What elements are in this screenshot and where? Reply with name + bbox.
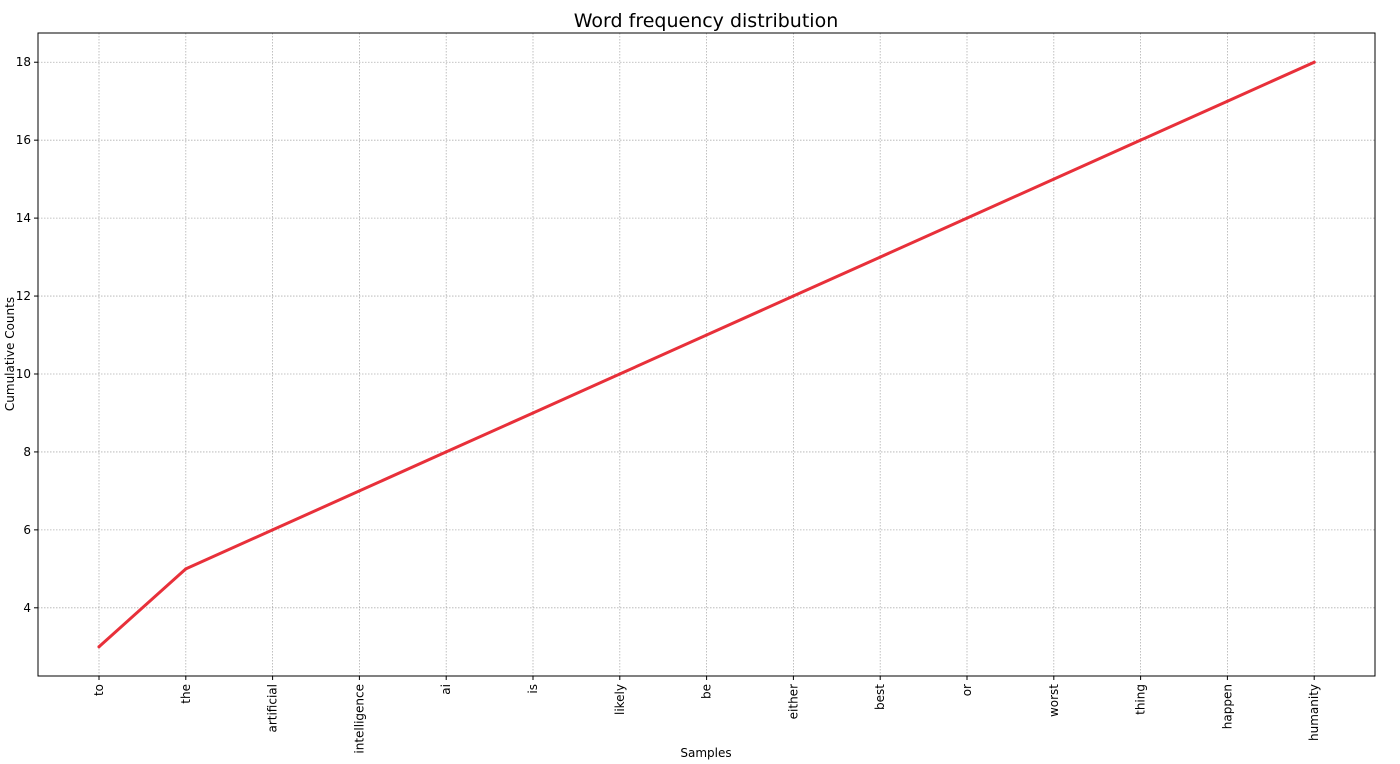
y-tick-label: 8	[23, 445, 31, 459]
x-tick-label: thing	[1134, 684, 1148, 715]
x-axis: to the artificial intelligence ai is likely be e…	[92, 676, 1321, 754]
x-tick-label: the	[179, 684, 193, 704]
data-point	[965, 216, 969, 220]
x-tick-label: artificial	[266, 684, 280, 733]
data-series	[97, 60, 1316, 649]
x-tick-label: to	[92, 684, 106, 696]
x-tick-label: be	[700, 684, 714, 699]
y-tick-label: 12	[16, 289, 31, 303]
x-tick-label: likely	[613, 684, 627, 715]
x-tick-label: humanity	[1307, 684, 1321, 741]
data-point	[1225, 99, 1229, 103]
x-tick-label: is	[526, 684, 540, 694]
data-point	[618, 372, 622, 376]
x-tick-label: best	[873, 684, 887, 710]
data-point	[1312, 60, 1316, 64]
y-tick-label: 14	[16, 211, 31, 225]
x-tick-label: worst	[1047, 684, 1061, 717]
data-point	[184, 567, 188, 571]
data-point	[1052, 177, 1056, 181]
y-tick-label: 18	[16, 55, 31, 69]
x-tick-label: happen	[1220, 684, 1234, 729]
x-tick-label: ai	[439, 684, 453, 695]
x-tick-label: intelligence	[352, 684, 366, 754]
data-point	[705, 333, 709, 337]
data-point	[271, 528, 275, 532]
data-point	[791, 294, 795, 298]
y-tick-label: 16	[16, 133, 31, 147]
data-point	[531, 411, 535, 415]
y-axis: 4 6 8 10 12 14 16 18	[16, 55, 38, 615]
chart-title: Word frequency distribution	[574, 10, 839, 32]
data-point	[97, 645, 101, 649]
y-tick-label: 10	[16, 367, 31, 381]
y-tick-label: 6	[23, 523, 31, 537]
grid-lines	[38, 33, 1375, 676]
data-point	[878, 255, 882, 259]
x-tick-label: or	[960, 684, 974, 696]
x-axis-label: Samples	[680, 746, 731, 760]
y-axis-label: Cumulative Counts	[3, 297, 17, 411]
data-point	[1139, 138, 1143, 142]
y-tick-label: 4	[23, 601, 31, 615]
data-point	[357, 489, 361, 493]
x-tick-label: either	[786, 684, 800, 719]
data-point	[444, 450, 448, 454]
